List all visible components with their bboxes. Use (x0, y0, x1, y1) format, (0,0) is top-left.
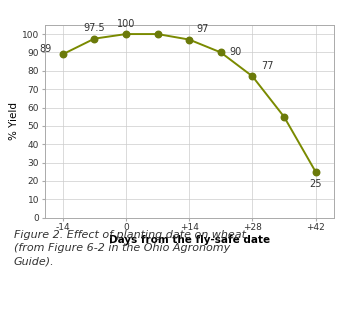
Y-axis label: % Yield: % Yield (9, 102, 19, 140)
Text: Figure 2. Effect of planting date on wheat
(from Figure 6-2 in the Ohio Agronomy: Figure 2. Effect of planting date on whe… (14, 230, 246, 267)
Text: 25: 25 (309, 179, 322, 189)
Text: 89: 89 (39, 44, 52, 54)
Point (155, 32, 160, 37)
Text: 100: 100 (117, 19, 135, 29)
Point (250, 74, 255, 79)
Text: 77: 77 (261, 61, 274, 71)
Point (186, 37, 192, 42)
Point (60, 52, 65, 57)
Point (123, 32, 129, 37)
Point (313, 169, 319, 174)
Text: 97: 97 (196, 24, 208, 34)
Point (218, 50, 224, 55)
Point (281, 114, 287, 119)
X-axis label: Days from the fly-safe date: Days from the fly-safe date (109, 235, 270, 245)
Text: 90: 90 (230, 47, 242, 58)
Point (92, 36, 97, 41)
Text: 97.5: 97.5 (84, 23, 105, 33)
